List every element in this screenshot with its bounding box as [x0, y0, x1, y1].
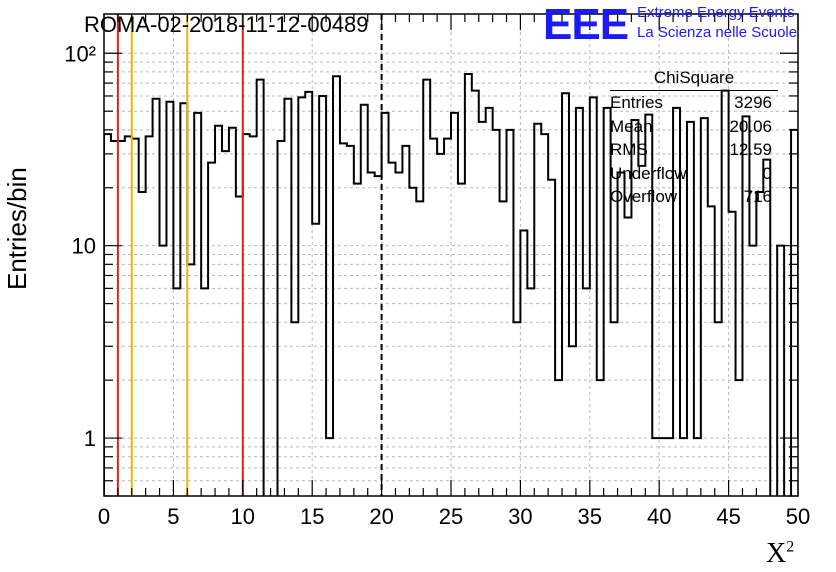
y-tick-label: 1 — [84, 426, 96, 451]
stats-row-entries: Entries 3296 — [610, 91, 778, 115]
stats-value: 716 — [743, 187, 772, 206]
eee-logo: EEE — [543, 0, 629, 49]
stats-label: Mean — [610, 116, 653, 136]
stats-value: 3296 — [734, 93, 772, 112]
y-tick-label: 10 — [72, 234, 96, 259]
y-tick-label: 10² — [64, 41, 96, 66]
histogram-series — [104, 73, 798, 496]
x-tick-label: 20 — [369, 504, 393, 529]
stats-title: ChiSquare — [610, 68, 778, 91]
stats-row-underflow: Underflow 0 — [610, 162, 778, 186]
x-axis-label-exponent: 2 — [786, 538, 795, 556]
x-tick-label: 40 — [647, 504, 671, 529]
x-tick-label: 45 — [716, 504, 740, 529]
x-tick-label: 50 — [786, 504, 810, 529]
x-axis-label-base: X — [766, 538, 787, 569]
x-tick-label: 0 — [98, 504, 110, 529]
logo-line-2: La Scienza nelle Scuole — [637, 24, 798, 41]
stats-box: ChiSquare Entries 3296 Mean 20.06 RMS 12.59… — [610, 68, 778, 209]
chart-title: ROMA-02-2018-11-12-00489 — [84, 12, 369, 37]
x-tick-label: 30 — [508, 504, 532, 529]
x-tick-label: 15 — [300, 504, 324, 529]
logo-line-1: Extreme Energy Events — [637, 4, 795, 21]
stats-label: Underflow — [610, 163, 687, 183]
stats-value: 0 — [762, 163, 772, 183]
stats-label: Overflow — [610, 187, 678, 206]
stats-row-rms: RMS 12.59 — [610, 138, 778, 162]
stats-label: RMS — [610, 140, 648, 159]
stats-row-mean: Mean 20.06 — [610, 115, 778, 139]
x-tick-label: 10 — [231, 504, 255, 529]
x-axis-label: X2 — [766, 538, 794, 570]
x-tick-label: 35 — [578, 504, 602, 529]
x-tick-label: 25 — [439, 504, 463, 529]
stats-row-overflow: Overflow 716 — [610, 185, 778, 209]
stats-label: Entries — [610, 93, 663, 112]
x-tick-label: 5 — [167, 504, 179, 529]
stats-value: 12.59 — [729, 140, 772, 159]
stats-value: 20.06 — [729, 116, 772, 136]
logo-caption: Extreme Energy Events La Scienza nelle S… — [637, 3, 797, 43]
y-axis-label: Entries/bin — [2, 167, 32, 290]
